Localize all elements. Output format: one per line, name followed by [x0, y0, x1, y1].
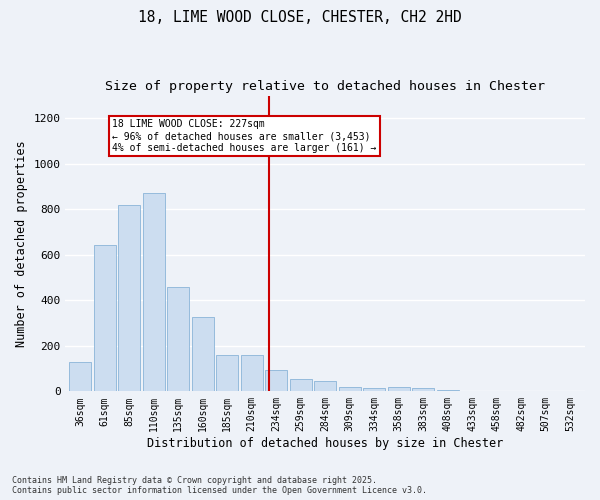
Bar [363, 388, 385, 392]
Bar [265, 370, 287, 392]
Bar [143, 194, 164, 392]
Bar [412, 388, 434, 392]
Bar [338, 387, 361, 392]
Bar [216, 355, 238, 392]
Bar [290, 379, 312, 392]
X-axis label: Distribution of detached houses by size in Chester: Distribution of detached houses by size … [147, 437, 503, 450]
Text: 18, LIME WOOD CLOSE, CHESTER, CH2 2HD: 18, LIME WOOD CLOSE, CHESTER, CH2 2HD [138, 10, 462, 25]
Bar [437, 390, 459, 392]
Bar [314, 381, 336, 392]
Bar [388, 387, 410, 392]
Bar [118, 205, 140, 392]
Text: Contains HM Land Registry data © Crown copyright and database right 2025.
Contai: Contains HM Land Registry data © Crown c… [12, 476, 427, 495]
Bar [191, 318, 214, 392]
Bar [69, 362, 91, 392]
Bar [167, 286, 189, 392]
Bar [94, 244, 116, 392]
Bar [241, 355, 263, 392]
Y-axis label: Number of detached properties: Number of detached properties [15, 140, 28, 347]
Title: Size of property relative to detached houses in Chester: Size of property relative to detached ho… [105, 80, 545, 93]
Text: 18 LIME WOOD CLOSE: 227sqm
← 96% of detached houses are smaller (3,453)
4% of se: 18 LIME WOOD CLOSE: 227sqm ← 96% of deta… [112, 120, 376, 152]
